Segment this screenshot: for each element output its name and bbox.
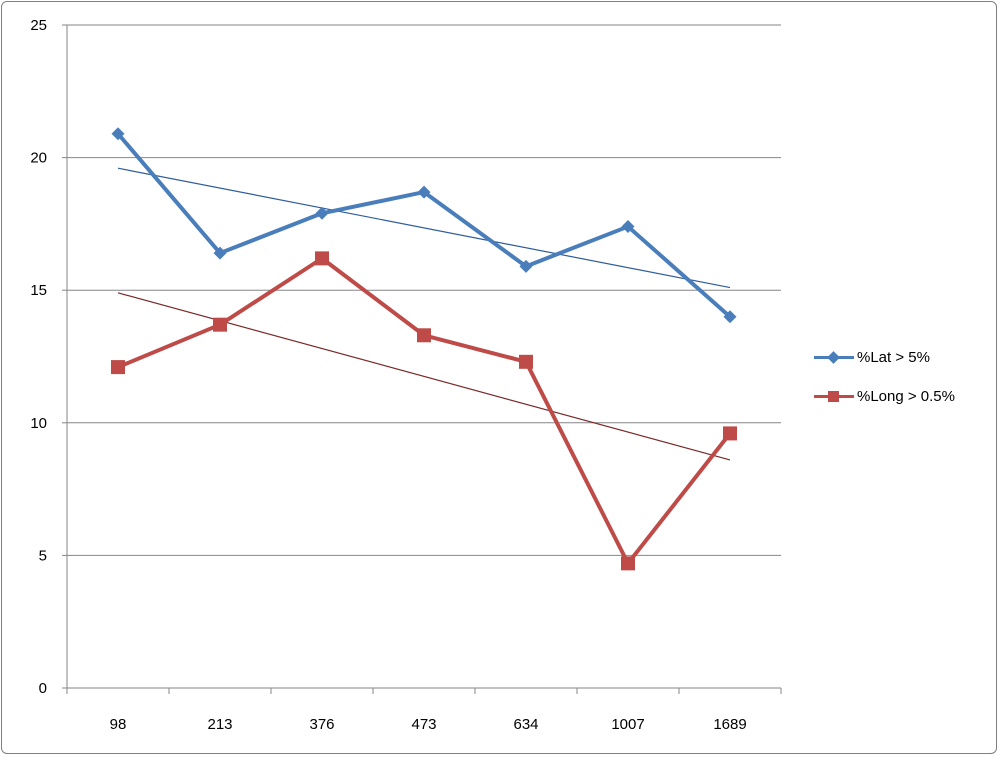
square-marker-icon — [828, 391, 839, 402]
data-point-1 — [621, 556, 635, 571]
x-tick-label: 98 — [110, 716, 127, 733]
gridlines — [67, 24, 781, 556]
trendlines — [117, 167, 731, 461]
trendline-1 — [117, 292, 731, 461]
data-point-0 — [519, 259, 533, 273]
data-point-1 — [417, 328, 431, 343]
series-line-1 — [117, 256, 732, 566]
series-line-0 — [116, 132, 732, 319]
x-tick-labels: 98 213 376 473 634 1007 1689 — [110, 716, 747, 733]
y-tick-label: 15 — [30, 282, 47, 299]
x-tick-label: 213 — [207, 716, 232, 733]
data-point-0 — [213, 246, 227, 260]
legend-item-long: %Long > 0.5% — [814, 386, 994, 406]
data-point-0 — [315, 206, 329, 220]
data-point-0 — [111, 127, 125, 141]
data-point-1 — [111, 360, 125, 375]
legend-key-lat — [814, 350, 854, 364]
data-markers — [111, 127, 737, 571]
legend: %Lat > 5% %Long > 0.5% — [814, 347, 994, 425]
y-tick-label: 0 — [39, 680, 47, 697]
y-tick-label: 5 — [39, 547, 47, 564]
data-point-1 — [723, 426, 737, 441]
y-tick-labels: 0 5 10 15 20 25 — [30, 17, 47, 697]
legend-key-long — [814, 389, 854, 403]
x-tick-label: 1689 — [713, 716, 746, 733]
y-tick-label: 10 — [30, 415, 47, 432]
data-point-1 — [519, 354, 533, 369]
data-point-1 — [315, 251, 329, 266]
legend-label-lat: %Lat > 5% — [857, 348, 930, 366]
data-point-1 — [213, 317, 227, 332]
x-tick-label: 634 — [513, 716, 538, 733]
axes — [62, 24, 782, 694]
y-tick-label: 25 — [30, 17, 47, 34]
trendline-0 — [117, 167, 731, 289]
x-tick-label: 1007 — [611, 716, 644, 733]
data-point-0 — [417, 185, 431, 199]
x-tick-label: 376 — [309, 716, 334, 733]
data-point-0 — [621, 220, 635, 234]
x-tick-label: 473 — [411, 716, 436, 733]
diamond-marker-icon — [827, 351, 840, 364]
legend-item-lat: %Lat > 5% — [814, 347, 994, 367]
y-tick-label: 20 — [30, 150, 47, 167]
legend-label-long: %Long > 0.5% — [857, 387, 955, 405]
data-point-0 — [723, 310, 737, 324]
